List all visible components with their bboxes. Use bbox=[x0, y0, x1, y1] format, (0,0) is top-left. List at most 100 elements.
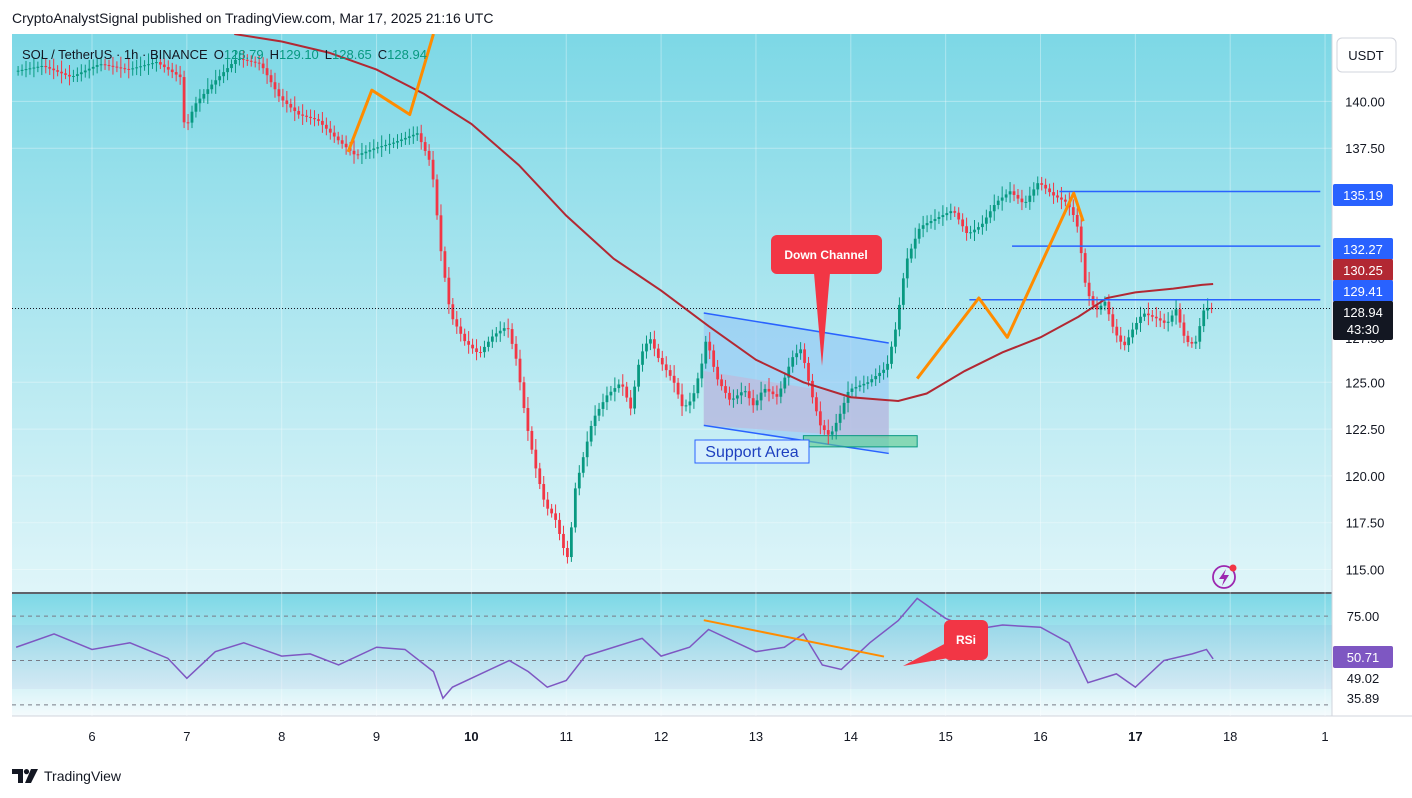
candle-up bbox=[1131, 329, 1134, 338]
candle-up bbox=[206, 89, 210, 94]
zigzag-projections bbox=[346, 34, 1085, 380]
candle-up bbox=[637, 364, 640, 387]
candle-down bbox=[1016, 194, 1020, 199]
time-axis: 6 7 8 9 10 11 12 13 14 15 16 17 18 1 bbox=[88, 729, 1328, 744]
candle-up bbox=[589, 425, 593, 442]
candle-down bbox=[344, 143, 348, 148]
support-zone-box[interactable] bbox=[802, 435, 918, 448]
down-channel-label: Down Channel bbox=[784, 248, 867, 262]
ohlc-low-value: 128.65 bbox=[332, 47, 372, 62]
candle-up bbox=[372, 148, 376, 151]
publish-line: CryptoAnalystSignal published on Trading… bbox=[12, 10, 494, 26]
candle-down bbox=[1083, 253, 1087, 283]
candle-down bbox=[340, 140, 344, 144]
candle-down bbox=[435, 179, 439, 216]
candle-up bbox=[407, 136, 411, 138]
candle-up bbox=[905, 258, 909, 279]
tradingview-logo-text: TradingView bbox=[44, 768, 122, 784]
currency-button-frame bbox=[1336, 37, 1397, 73]
candle-up bbox=[732, 398, 735, 400]
candle-down bbox=[1012, 191, 1016, 195]
candle-down bbox=[443, 251, 447, 278]
candle-up bbox=[858, 385, 862, 387]
candle-up bbox=[799, 349, 802, 354]
candle-up bbox=[585, 441, 589, 458]
candle-down bbox=[1052, 192, 1055, 196]
level-2-value: 132.27 bbox=[1343, 242, 1383, 257]
symbol-legend[interactable]: SOL / TetherUS · 1h · BINANCE O128.79 H129… bbox=[22, 47, 427, 62]
candle-up bbox=[870, 379, 874, 383]
candle-down bbox=[771, 391, 775, 395]
candle-down bbox=[463, 333, 467, 342]
candle-down bbox=[558, 519, 561, 534]
zigzag-path[interactable] bbox=[346, 34, 435, 153]
candle-down bbox=[530, 430, 534, 450]
down-channel-upper-line[interactable] bbox=[703, 312, 889, 344]
candle-up bbox=[1004, 194, 1008, 198]
candle-down bbox=[775, 394, 779, 397]
candle-down bbox=[447, 277, 451, 305]
moving-average-line[interactable] bbox=[234, 34, 1214, 403]
candle-up bbox=[739, 392, 743, 396]
candle-down bbox=[119, 67, 123, 69]
support-area-label: Support Area bbox=[705, 444, 799, 461]
down-channel-callout[interactable]: Down Channel bbox=[771, 235, 882, 366]
rsi-callout[interactable]: RSi bbox=[903, 620, 988, 666]
candle-down bbox=[356, 154, 360, 156]
candle-down bbox=[459, 326, 463, 334]
zigzag-path[interactable] bbox=[916, 191, 1085, 380]
candle-down bbox=[317, 119, 320, 121]
symbol-name: SOL bbox=[22, 47, 48, 62]
candle-down bbox=[273, 82, 277, 90]
footer-bar bbox=[0, 750, 1412, 798]
candle-up bbox=[890, 346, 893, 364]
candle-down bbox=[1154, 316, 1158, 319]
candle-down bbox=[660, 357, 664, 365]
ohlc-high-value: 129.10 bbox=[279, 47, 319, 62]
candle-up bbox=[1206, 307, 1210, 311]
candle-up bbox=[1143, 313, 1146, 317]
candle-up bbox=[597, 408, 601, 416]
candle-up bbox=[641, 351, 644, 365]
candle-up bbox=[24, 69, 28, 71]
candle-up bbox=[87, 68, 91, 71]
candle-down bbox=[241, 58, 245, 60]
candle-up bbox=[850, 388, 854, 392]
candle-down bbox=[712, 350, 716, 367]
candle-down bbox=[822, 425, 826, 431]
candle-up bbox=[494, 333, 498, 337]
rsi-line[interactable] bbox=[15, 597, 1214, 700]
candle-down bbox=[680, 394, 684, 407]
candle-up bbox=[570, 527, 573, 558]
candle-down bbox=[961, 219, 965, 227]
rsi-band-fill bbox=[12, 625, 1332, 689]
candle-down bbox=[510, 329, 514, 344]
down-channel-lower-line[interactable] bbox=[703, 424, 889, 455]
candle-up bbox=[487, 341, 490, 347]
candle-up bbox=[886, 363, 889, 370]
candle-down bbox=[265, 68, 269, 76]
alert-lightning-icon[interactable] bbox=[1212, 564, 1237, 589]
candle-up bbox=[988, 211, 992, 218]
candle-down bbox=[166, 67, 170, 70]
tradingview-logo[interactable]: TradingView bbox=[12, 767, 121, 785]
candle-down bbox=[1178, 309, 1182, 323]
support-area-label-box[interactable]: Support Area bbox=[694, 439, 810, 464]
alert-icon-bolt bbox=[1219, 569, 1229, 586]
candle-down bbox=[652, 339, 656, 349]
candle-down bbox=[550, 508, 554, 514]
candle-down bbox=[1158, 318, 1162, 321]
currency-button[interactable]: USDT bbox=[1336, 37, 1397, 73]
candle-down bbox=[56, 70, 60, 72]
candle-down bbox=[1150, 315, 1154, 317]
rsi-trendline[interactable] bbox=[703, 619, 885, 658]
candle-down bbox=[546, 499, 550, 509]
candle-down bbox=[324, 124, 328, 129]
price-tick-label: 137.50 bbox=[1345, 141, 1385, 156]
candle-down bbox=[724, 386, 727, 393]
price-axis: 115.00 117.50 120.00 122.50 125.00 137.50 140.… bbox=[1345, 94, 1385, 577]
candle-down bbox=[514, 343, 518, 359]
candle-up bbox=[609, 391, 613, 396]
candle-up bbox=[649, 339, 652, 344]
